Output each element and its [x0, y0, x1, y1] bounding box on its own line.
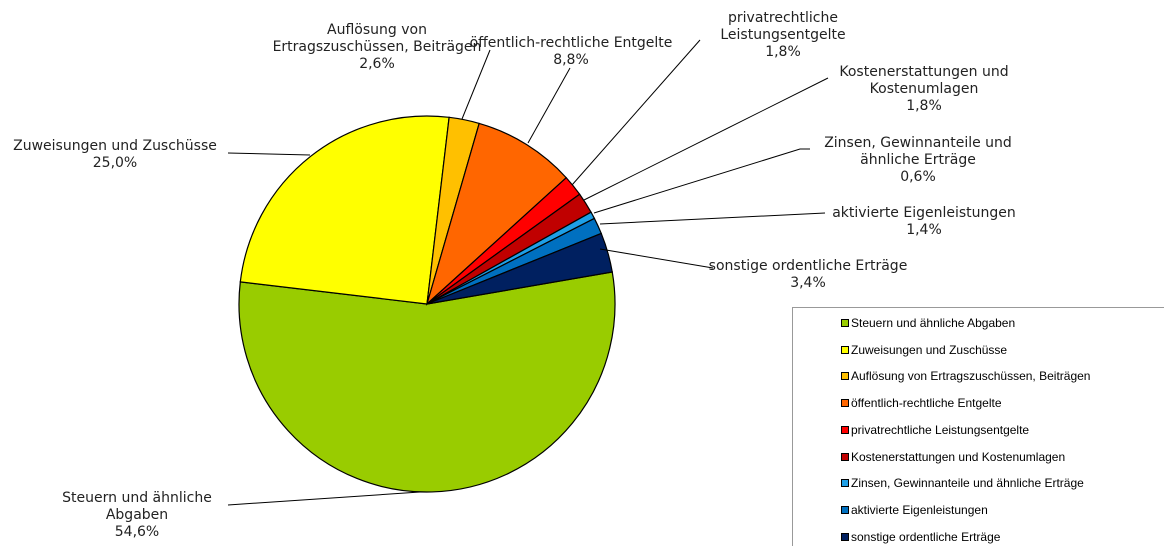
slice-name: Auflösung von Ertragszuschüssen, Beiträg…	[272, 22, 482, 55]
slice-label: Auflösung von Ertragszuschüssen, Beiträg…	[262, 22, 492, 73]
legend-item: Zinsen, Gewinnanteile und ähnliche Erträ…	[841, 476, 1084, 490]
legend-label: Auflösung von Ertragszuschüssen, Beiträg…	[851, 369, 1091, 384]
slice-label: aktivierte Eigenleistungen 1,4%	[817, 205, 1032, 239]
leader-line	[227, 152, 311, 156]
leader-line	[527, 67, 571, 144]
leader-line	[583, 77, 829, 201]
legend-label: öffentlich-rechtliche Entgelte	[851, 396, 1002, 411]
legend: Steuern und ähnliche Abgaben Zuweisungen …	[792, 307, 1164, 546]
slice-value: 1,8%	[906, 98, 942, 114]
legend-item: aktivierte Eigenleistungen	[841, 503, 988, 517]
legend-item: Kostenerstattungen und Kostenumlagen	[841, 450, 1065, 464]
slice-value: 2,6%	[359, 56, 395, 72]
slice-label: privatrechtliche Leistungsentgelte 1,8%	[708, 10, 858, 61]
slice-value: 0,6%	[900, 169, 936, 185]
legend-item: sonstige ordentliche Erträge	[841, 530, 1000, 544]
legend-item: privatrechtliche Leistungsentgelte	[841, 423, 1029, 437]
leader-line	[599, 212, 826, 225]
leader-line	[227, 491, 421, 506]
leader-line	[461, 49, 491, 120]
legend-swatch	[841, 505, 849, 514]
slice-label: Zuweisungen und Zuschüsse 25,0%	[0, 138, 235, 172]
slice-value: 54,6%	[114, 524, 160, 540]
slice-value: 1,4%	[906, 222, 942, 238]
slice-value: 8,8%	[553, 52, 589, 68]
slice-value: 1,8%	[765, 44, 801, 60]
slice-name: Zinsen, Gewinnanteile und ähnliche Erträ…	[824, 135, 1012, 168]
slice-label: öffentlich-rechtliche Entgelte 8,8%	[456, 35, 686, 69]
legend-label: privatrechtliche Leistungsentgelte	[851, 422, 1030, 437]
legend-label: Steuern und ähnliche Abgaben	[851, 316, 1016, 330]
legend-label: Zinsen, Gewinnanteile und ähnliche Erträ…	[851, 476, 1084, 491]
pie-slice	[238, 271, 616, 493]
slice-name: Steuern und ähnliche Abgaben	[62, 490, 212, 523]
leader-line	[599, 248, 714, 269]
legend-swatch	[841, 425, 849, 434]
legend-swatch	[841, 452, 849, 461]
slice-name: Kostenerstattungen und Kostenumlagen	[839, 64, 1009, 97]
legend-label: Kostenerstattungen und Kostenumlagen	[851, 449, 1066, 464]
legend-swatch	[841, 532, 849, 541]
slice-value: 3,4%	[790, 275, 826, 291]
slice-label: sonstige ordentliche Erträge 3,4%	[708, 258, 908, 292]
pie-slice	[239, 115, 450, 305]
legend-swatch	[841, 319, 849, 327]
legend-item: Auflösung von Ertragszuschüssen, Beiträg…	[841, 369, 1090, 383]
leader-line	[571, 39, 701, 186]
legend-swatch	[841, 479, 849, 488]
legend-label: Zuweisungen und Zuschüsse	[851, 342, 1008, 357]
pie-slice	[426, 232, 613, 305]
slice-label: Zinsen, Gewinnanteile und ähnliche Erträ…	[818, 135, 1018, 186]
legend-swatch	[841, 399, 849, 408]
legend-label: sonstige ordentliche Erträge	[851, 529, 1001, 544]
slice-name: sonstige ordentliche Erträge	[708, 258, 908, 274]
legend-swatch	[841, 372, 849, 381]
slice-name: Zuweisungen und Zuschüsse	[13, 138, 217, 154]
slice-value: 25,0%	[92, 155, 138, 171]
slice-name: aktivierte Eigenleistungen	[832, 205, 1016, 221]
legend-item: Steuern und ähnliche Abgaben	[841, 316, 1015, 330]
legend-item: öffentlich-rechtliche Entgelte	[841, 396, 1002, 410]
slice-label: Steuern und ähnliche Abgaben 54,6%	[55, 490, 220, 541]
slice-name: privatrechtliche Leistungsentgelte	[720, 10, 846, 43]
pie-slice	[425, 122, 568, 306]
legend-swatch	[841, 345, 849, 354]
leader-line	[593, 148, 810, 214]
legend-item: Zuweisungen und Zuschüsse	[841, 343, 1007, 357]
slice-name: öffentlich-rechtliche Entgelte	[469, 35, 673, 51]
legend-label: aktivierte Eigenleistungen	[851, 502, 988, 517]
slice-label: Kostenerstattungen und Kostenumlagen 1,8%	[837, 64, 1012, 115]
